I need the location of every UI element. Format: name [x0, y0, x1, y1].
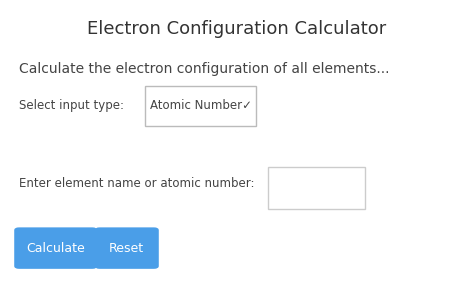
FancyBboxPatch shape: [268, 167, 365, 209]
Text: Calculate the electron configuration of all elements...: Calculate the electron configuration of …: [19, 62, 390, 76]
Text: Electron Configuration Calculator: Electron Configuration Calculator: [87, 20, 387, 37]
Text: Reset: Reset: [109, 242, 145, 255]
Text: Enter element name or atomic number:: Enter element name or atomic number:: [19, 176, 255, 190]
FancyBboxPatch shape: [95, 227, 159, 269]
FancyBboxPatch shape: [14, 227, 97, 269]
FancyBboxPatch shape: [145, 86, 256, 126]
Text: Calculate: Calculate: [27, 242, 85, 255]
Text: Select input type:: Select input type:: [19, 99, 124, 112]
Text: Atomic Number✓: Atomic Number✓: [150, 99, 252, 112]
